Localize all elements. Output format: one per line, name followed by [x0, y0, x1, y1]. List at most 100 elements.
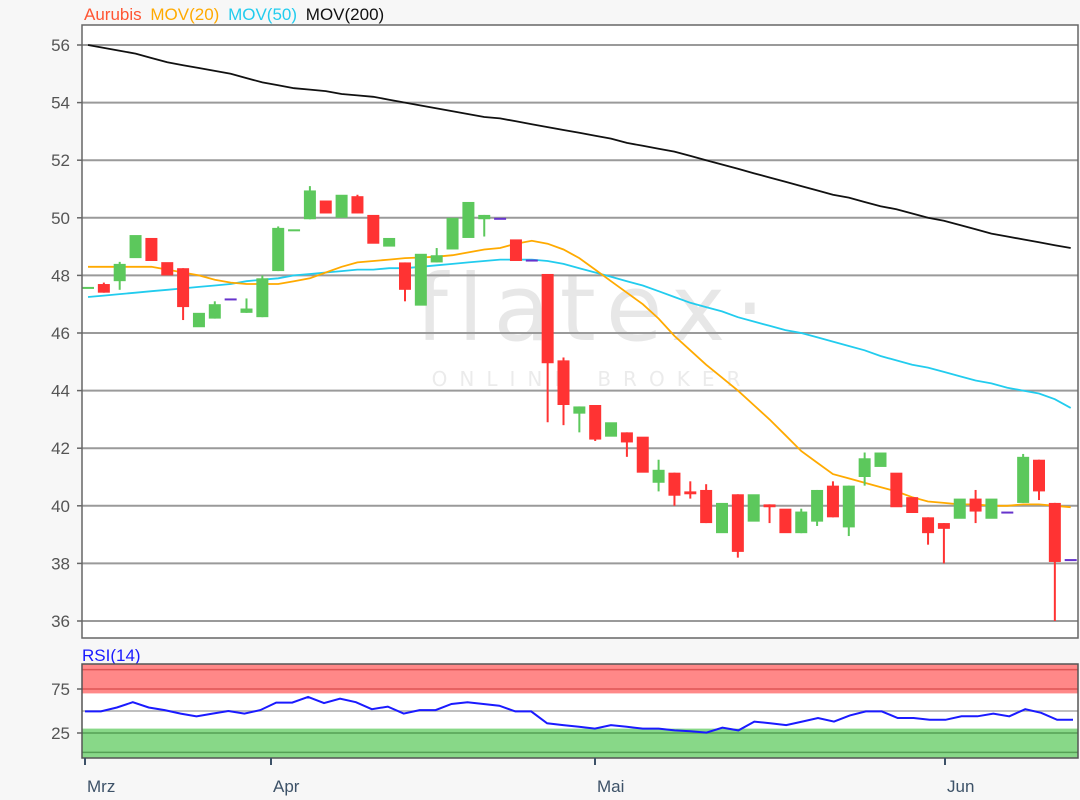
- legend-mov50: MOV(50): [228, 5, 297, 24]
- candle-body: [922, 517, 935, 534]
- candle: [700, 484, 713, 524]
- candle-body: [319, 200, 332, 214]
- candle-body: [716, 502, 728, 534]
- candle-body: [906, 497, 919, 513]
- candle-body: [256, 278, 269, 318]
- svg-text:ONLINE BROKER: ONLINE BROKER: [432, 367, 753, 391]
- price-plot-area: [82, 25, 1078, 638]
- candle-body: [858, 458, 871, 477]
- mov50-series: [87, 258, 1072, 409]
- candle: [557, 357, 570, 426]
- candle: [335, 194, 348, 218]
- candle-body: [288, 229, 301, 232]
- candle: [731, 494, 744, 558]
- y-tick-label: 46: [51, 324, 70, 343]
- candle: [541, 273, 554, 423]
- candle-body: [969, 498, 982, 512]
- candle-body: [82, 286, 94, 289]
- candle: [668, 472, 681, 506]
- candle: [367, 214, 380, 244]
- candle-body: [192, 312, 205, 328]
- candle-body: [177, 268, 190, 308]
- candle-body: [430, 255, 443, 263]
- candle-body: [383, 237, 396, 247]
- mov200-series: [87, 44, 1071, 249]
- candle-body: [811, 489, 824, 522]
- candle-body: [953, 498, 966, 519]
- candle-body: [573, 406, 586, 414]
- candle: [509, 239, 522, 261]
- mov20-line: [88, 239, 1071, 509]
- candle: [82, 286, 94, 289]
- candle-body: [224, 298, 237, 301]
- y-tick-label: 56: [51, 36, 70, 55]
- candle-body: [414, 253, 427, 306]
- legend-mov20: MOV(20): [150, 5, 219, 24]
- candle: [446, 217, 459, 250]
- candle-body: [874, 452, 887, 467]
- candle: [113, 261, 126, 290]
- candle-body: [351, 196, 364, 214]
- candle: [224, 298, 237, 301]
- candle-body: [161, 262, 174, 276]
- candle-body: [700, 489, 713, 524]
- candle-body: [826, 485, 839, 518]
- candle: [256, 275, 269, 318]
- candle-body: [605, 422, 618, 437]
- mov50-line: [87, 258, 1072, 409]
- candle-body: [1048, 502, 1061, 562]
- candle: [684, 481, 697, 499]
- y-tick-label: 38: [51, 554, 70, 573]
- candle: [351, 194, 364, 214]
- candle: [890, 472, 903, 508]
- rsi-panel: 75 25: [51, 663, 1079, 759]
- candle-body: [494, 217, 507, 220]
- candle: [826, 481, 839, 518]
- candle: [811, 489, 824, 526]
- candle-body: [620, 432, 633, 443]
- x-tick-label: Mai: [597, 777, 624, 796]
- svg-text:flatex·: flatex·: [415, 255, 774, 362]
- y-tick-label: 44: [51, 382, 70, 401]
- candle-body: [335, 194, 348, 218]
- candle: [303, 186, 316, 220]
- candle-body: [985, 498, 998, 519]
- candle-body: [557, 360, 570, 405]
- candle-body: [303, 190, 316, 220]
- candles: [82, 186, 1077, 621]
- candle: [288, 229, 301, 232]
- legend-mov200: MOV(200): [306, 5, 384, 24]
- candle: [399, 262, 411, 302]
- candle: [953, 498, 966, 519]
- candle: [208, 301, 221, 319]
- candle-body: [1033, 459, 1045, 492]
- candle: [1033, 459, 1045, 501]
- candle-body: [97, 284, 110, 293]
- candle: [747, 494, 760, 522]
- candle: [842, 485, 855, 537]
- rsi-plot-border: [81, 663, 1079, 759]
- candle: [906, 497, 919, 513]
- candle: [716, 502, 728, 534]
- candle: [589, 405, 602, 441]
- candle: [985, 498, 998, 519]
- candle-body: [525, 259, 538, 262]
- price-y-axis: 36 38 40 42 44 46 48 50 52 54 56: [51, 36, 82, 631]
- candle: [177, 268, 190, 321]
- price-gridlines: [82, 44, 1078, 622]
- candle-body: [842, 485, 855, 528]
- candle: [383, 237, 396, 247]
- candle: [1048, 502, 1061, 621]
- candle: [478, 214, 491, 237]
- candle-body: [367, 214, 380, 244]
- candle: [97, 282, 110, 293]
- candle: [620, 432, 633, 457]
- candle: [779, 508, 792, 534]
- mov200-line: [87, 44, 1071, 249]
- y-tick-label: 36: [51, 612, 70, 631]
- y-tick-label: 42: [51, 439, 70, 458]
- x-tick-label: Mrz: [87, 777, 115, 796]
- candle: [969, 489, 982, 524]
- candle-body: [541, 273, 554, 364]
